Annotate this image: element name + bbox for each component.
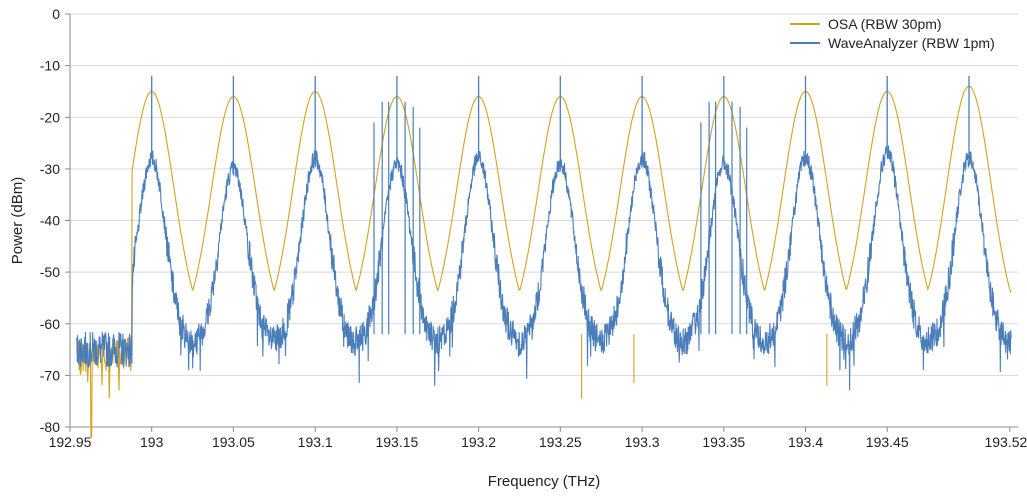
series-line-osa (75, 85, 1012, 438)
y-axis-title: Power (dBm) (9, 177, 26, 265)
x-tick-label: 193.35 (702, 434, 745, 450)
y-tick-label: -50 (40, 264, 60, 280)
y-tick-label: -70 (40, 367, 60, 383)
y-tick-label: -40 (40, 213, 60, 229)
legend-label: WaveAnalyzer (RBW 1pm) (828, 35, 995, 51)
x-tick-label: 193.25 (539, 434, 582, 450)
x-tick-label: 193.4 (788, 434, 823, 450)
x-tick-label: 193 (140, 434, 164, 450)
x-tick-label: 193.45 (866, 434, 909, 450)
y-tick-label: -80 (40, 419, 60, 435)
legend-label: OSA (RBW 30pm) (828, 16, 942, 32)
y-tick-label: -60 (40, 316, 60, 332)
x-tick-label: 193.3 (625, 434, 660, 450)
y-tick-label: 0 (52, 6, 60, 22)
x-axis-title: Frequency (THz) (488, 473, 601, 490)
x-tick-label: 192.95 (49, 434, 92, 450)
x-tick-label: 193.2 (461, 434, 496, 450)
x-tick-label: 193.15 (375, 434, 418, 450)
x-tick-label: 193.05 (212, 434, 255, 450)
x-tick-label: 193.525 (984, 434, 1027, 450)
x-tick-label: 193.1 (298, 434, 333, 450)
y-tick-label: -10 (40, 58, 60, 74)
y-tick-label: -20 (40, 109, 60, 125)
series-line-waveanalyzer (75, 145, 1012, 391)
y-tick-label: -30 (40, 161, 60, 177)
